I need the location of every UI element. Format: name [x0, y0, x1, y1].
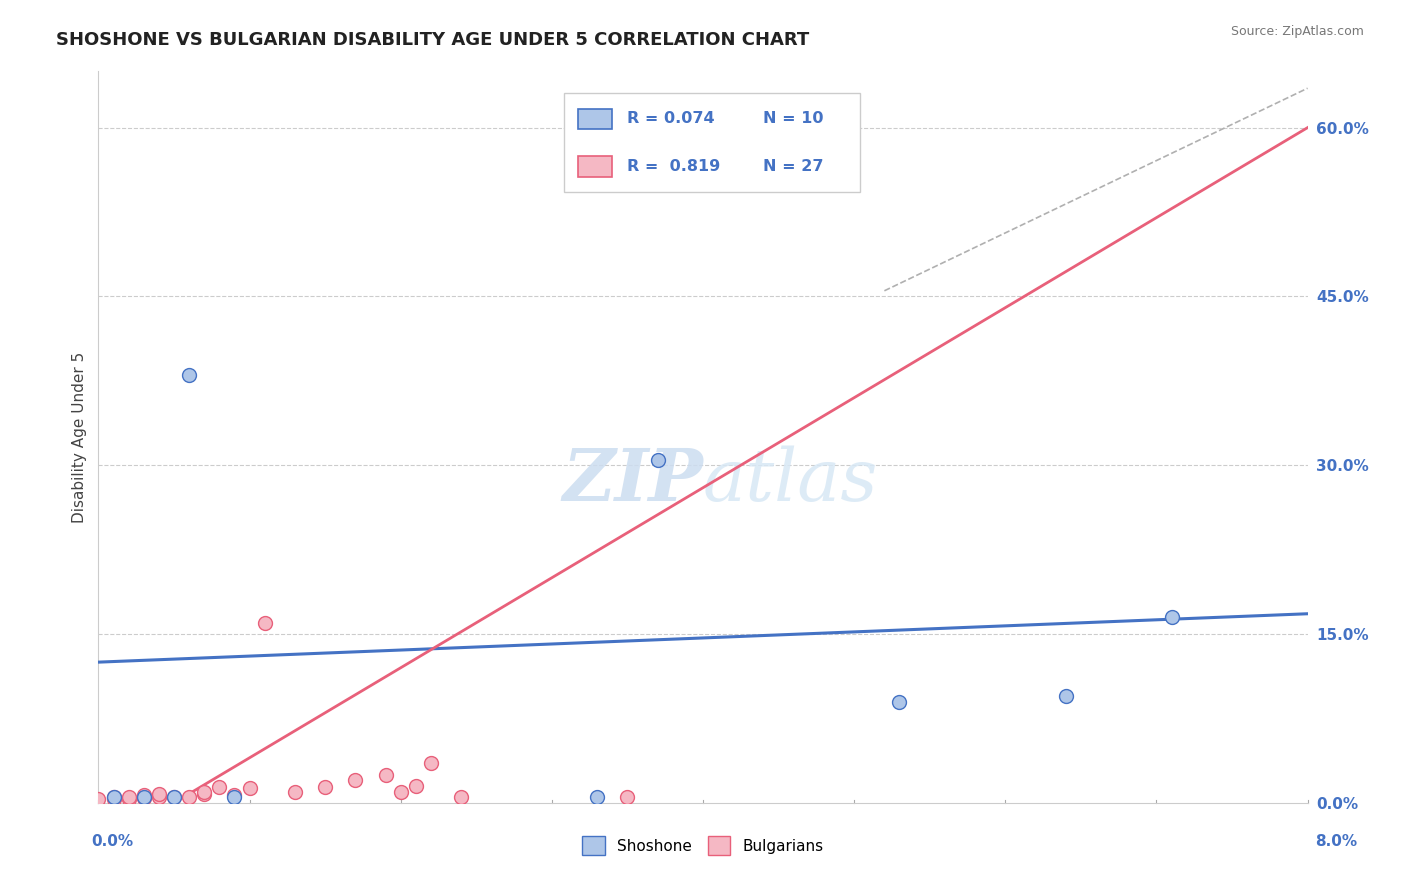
Point — [179, 790, 201, 805]
Point — [163, 790, 186, 805]
Point — [889, 694, 911, 708]
Point — [163, 790, 186, 805]
Point — [193, 787, 215, 801]
Point — [132, 788, 155, 802]
Point — [87, 792, 110, 806]
Text: N = 10: N = 10 — [763, 112, 824, 127]
Point — [1160, 610, 1182, 624]
Text: 0.0%: 0.0% — [91, 834, 134, 849]
Point — [103, 792, 125, 806]
Point — [450, 790, 472, 805]
Y-axis label: Disability Age Under 5: Disability Age Under 5 — [72, 351, 87, 523]
Legend: Shoshone, Bulgarians: Shoshone, Bulgarians — [576, 830, 830, 861]
Text: ZIP: ZIP — [562, 445, 703, 516]
Text: R =  0.819: R = 0.819 — [627, 159, 720, 174]
Point — [179, 368, 201, 383]
Point — [239, 781, 262, 796]
Text: N = 27: N = 27 — [763, 159, 824, 174]
Point — [132, 790, 155, 805]
Point — [224, 790, 246, 805]
Point — [420, 756, 443, 771]
Point — [103, 790, 125, 805]
Point — [193, 784, 215, 798]
Text: R = 0.074: R = 0.074 — [627, 112, 714, 127]
FancyBboxPatch shape — [578, 109, 613, 129]
Point — [616, 790, 638, 805]
Point — [374, 767, 396, 781]
FancyBboxPatch shape — [564, 94, 860, 192]
Point — [148, 790, 170, 805]
Point — [224, 788, 246, 802]
Text: Source: ZipAtlas.com: Source: ZipAtlas.com — [1230, 25, 1364, 38]
FancyBboxPatch shape — [578, 156, 613, 177]
Point — [1054, 689, 1077, 703]
Text: 8.0%: 8.0% — [1315, 834, 1357, 849]
Point — [344, 773, 367, 788]
Point — [132, 791, 155, 805]
Point — [284, 784, 307, 798]
Point — [103, 790, 125, 805]
Text: SHOSHONE VS BULGARIAN DISABILITY AGE UNDER 5 CORRELATION CHART: SHOSHONE VS BULGARIAN DISABILITY AGE UND… — [56, 31, 810, 49]
Point — [405, 779, 427, 793]
Point — [253, 615, 276, 630]
Point — [389, 784, 412, 798]
Point — [132, 790, 155, 805]
Point — [647, 452, 669, 467]
Text: atlas: atlas — [703, 446, 879, 516]
Point — [118, 790, 141, 805]
Point — [208, 780, 231, 794]
Point — [148, 787, 170, 801]
Point — [314, 780, 336, 794]
Point — [586, 790, 609, 805]
Point — [118, 792, 141, 806]
